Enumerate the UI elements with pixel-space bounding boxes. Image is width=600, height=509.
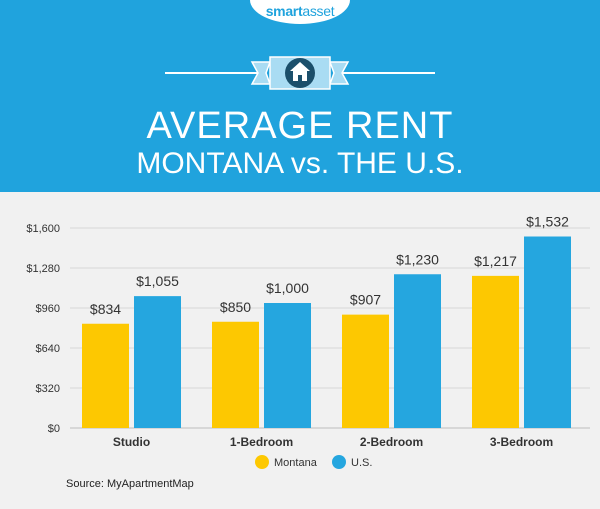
- data-label: $850: [220, 299, 251, 315]
- chart-title: AVERAGE RENT: [146, 105, 454, 147]
- chart-subtitle: MONTANA vs. THE U.S.: [136, 147, 464, 180]
- bar-montana-1: [212, 321, 259, 428]
- decorative-rule-right: [340, 72, 435, 74]
- legend-swatch: [255, 455, 269, 469]
- x-axis-ticks: Studio 1-Bedroom 2-Bedroom 3-Bedroom: [113, 435, 553, 449]
- bar-us-2: [394, 274, 441, 428]
- y-tick-label: $1,600: [26, 223, 60, 235]
- legend-label: Montana: [274, 457, 318, 469]
- bar-montana-3: [472, 275, 519, 428]
- bars: [82, 236, 571, 428]
- data-label: $1,055: [136, 273, 179, 289]
- data-label: $907: [350, 292, 381, 308]
- y-axis-ticks: $0 $320 $640 $960 $1,280 $1,600: [26, 223, 60, 435]
- bar-us-0: [134, 296, 181, 428]
- legend: Montana U.S.: [255, 455, 372, 469]
- y-tick-label: $320: [36, 383, 60, 395]
- data-label: $834: [90, 301, 121, 317]
- bar-us-3: [524, 236, 571, 428]
- house-icon: [250, 56, 350, 90]
- x-tick-label: Studio: [113, 435, 150, 449]
- data-label: $1,532: [526, 214, 569, 230]
- legend-swatch: [332, 455, 346, 469]
- smartasset-logo: smartasset: [265, 3, 335, 19]
- data-labels: $834 $1,055 $850 $1,000 $907 $1,230 $1,217 $1,5…: [90, 214, 569, 317]
- y-tick-label: $960: [36, 303, 60, 315]
- y-tick-label: $0: [48, 423, 60, 435]
- bar-montana-0: [82, 323, 129, 428]
- x-tick-label: 2-Bedroom: [360, 435, 423, 449]
- header-banner: smartasset AVERAGE RENT MONTANA vs. THE …: [0, 0, 600, 192]
- data-label: $1,217: [474, 253, 517, 269]
- data-label: $1,230: [396, 251, 439, 267]
- legend-label: U.S.: [351, 457, 372, 469]
- decorative-rule-left: [165, 72, 260, 74]
- data-label: $1,000: [266, 280, 309, 296]
- y-tick-label: $640: [36, 343, 60, 355]
- x-tick-label: 1-Bedroom: [230, 435, 293, 449]
- bar-us-1: [264, 303, 311, 428]
- bar-montana-2: [342, 314, 389, 428]
- y-tick-label: $1,280: [26, 263, 60, 275]
- x-tick-label: 3-Bedroom: [490, 435, 553, 449]
- source-note: Source: MyApartmentMap: [66, 478, 194, 490]
